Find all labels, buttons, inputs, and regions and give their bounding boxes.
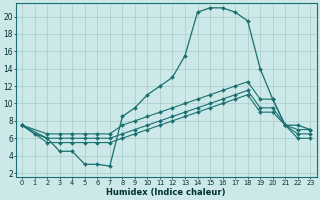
X-axis label: Humidex (Indice chaleur): Humidex (Indice chaleur) [107,188,226,197]
